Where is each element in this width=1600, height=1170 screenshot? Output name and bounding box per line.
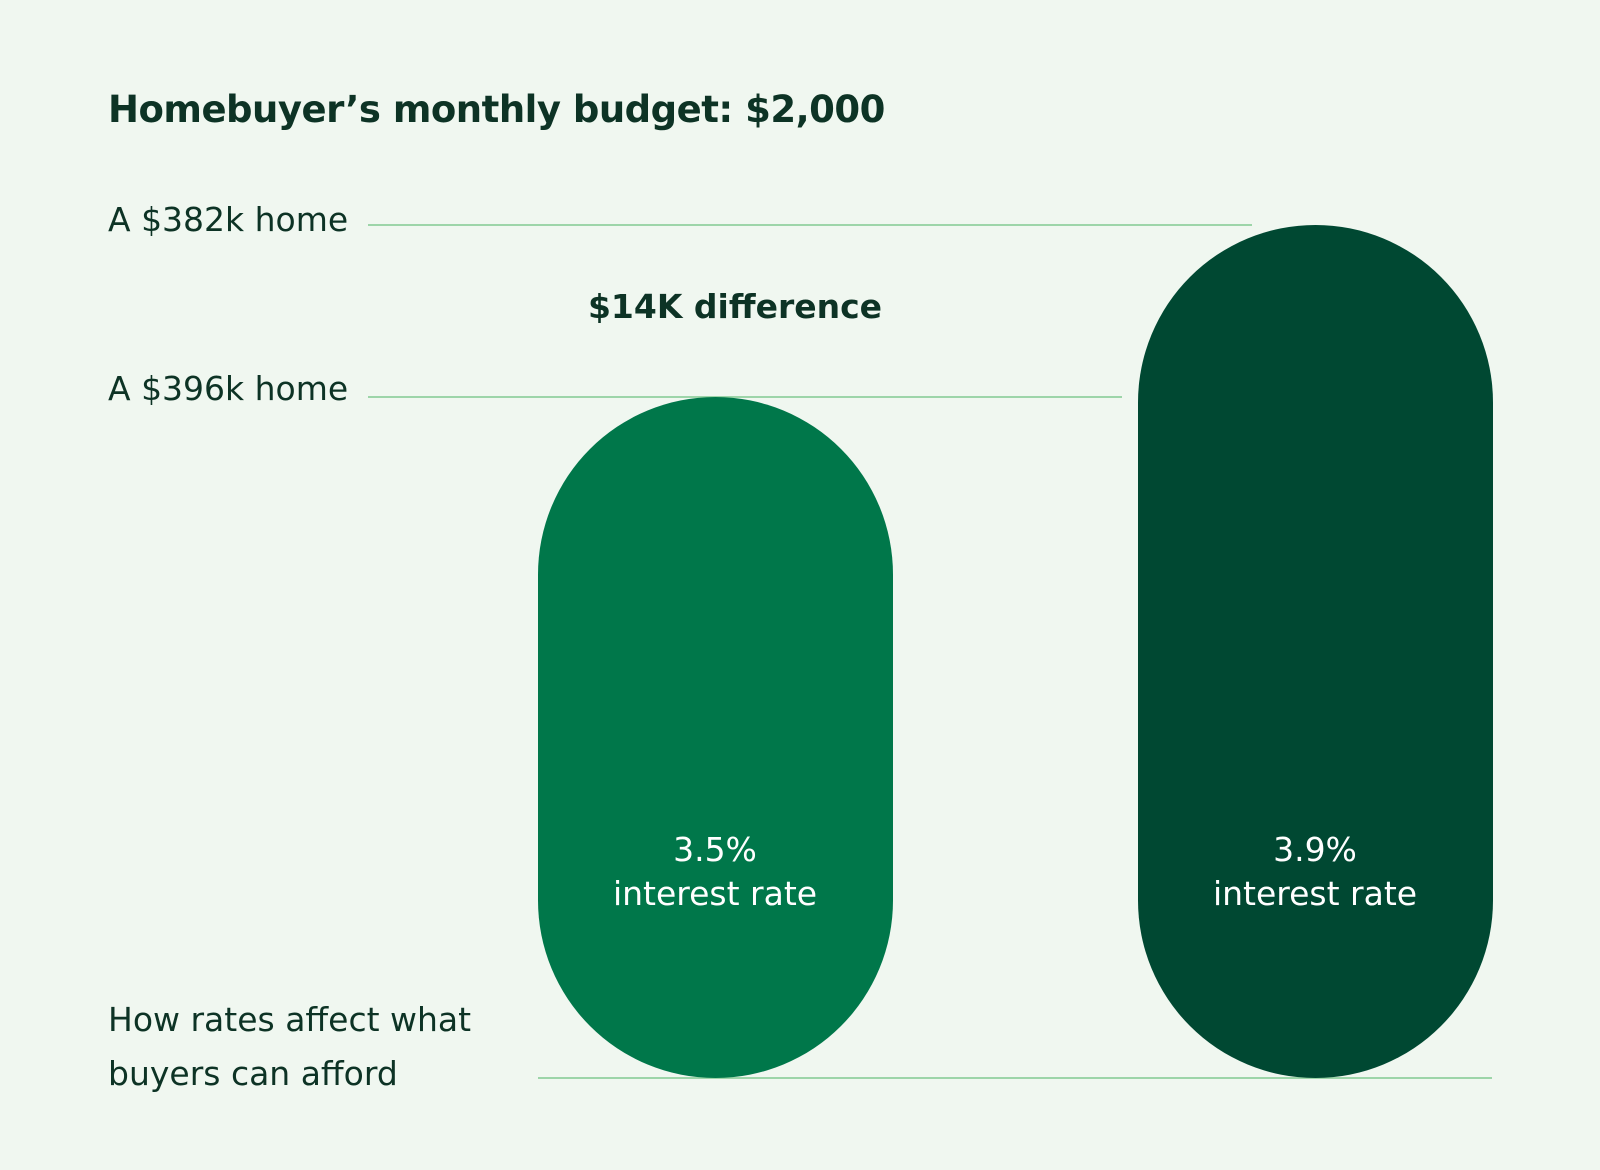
reference-label-382k: A $382k home: [108, 200, 349, 239]
caption-line-1: How rates affect what: [108, 1000, 472, 1039]
bar-3-5-percent: [538, 397, 893, 1078]
bar-label-text: interest rate: [612, 874, 818, 913]
caption-line-2: buyers can afford: [108, 1054, 398, 1093]
difference-label: $14K difference: [587, 287, 883, 326]
reference-label-396k: A $396k home: [108, 369, 349, 408]
bar-label-text: interest rate: [1212, 874, 1418, 913]
chart-caption: How rates affect what buyers can afford: [108, 993, 471, 1101]
bar-label-rate: 3.5%: [673, 830, 757, 869]
chart-title: Homebuyer’s monthly budget: $2,000: [108, 88, 885, 131]
bar-label-3-5: 3.5% interest rate: [535, 828, 895, 916]
bar-3-9-percent: [1138, 225, 1493, 1078]
bar-label-rate: 3.9%: [1273, 830, 1357, 869]
bar-label-3-9: 3.9% interest rate: [1135, 828, 1495, 916]
